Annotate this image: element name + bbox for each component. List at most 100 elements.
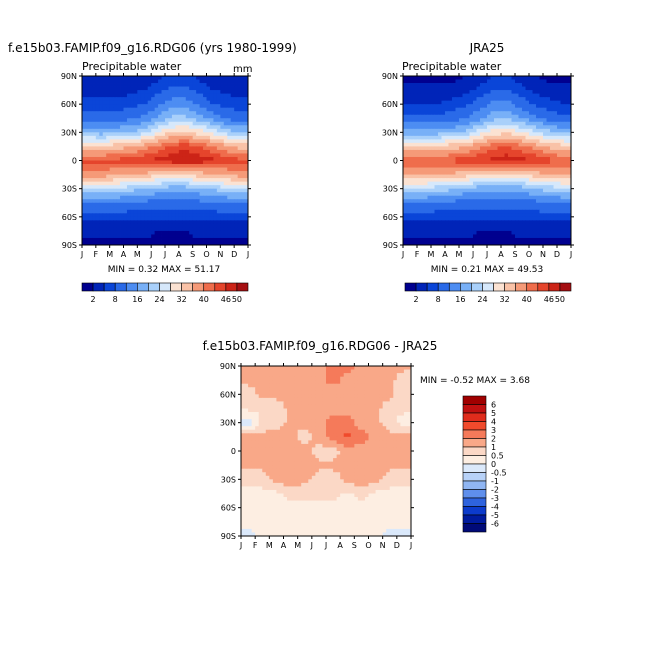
obs-map-cell — [567, 97, 572, 102]
model-map-cell — [196, 79, 200, 84]
model-map-cell — [227, 188, 232, 193]
model-map-cell — [171, 132, 176, 137]
obs-map-cell — [434, 153, 439, 158]
obs-map-cell — [466, 188, 470, 193]
obs-map-cell — [539, 132, 544, 137]
model-map-cell — [154, 93, 159, 98]
obs-map-cell — [508, 209, 512, 214]
obs-map-cell — [536, 107, 540, 112]
obs-map-cell — [560, 192, 565, 197]
obs-map-cell — [473, 128, 477, 133]
obs-map-cell — [403, 125, 407, 130]
obs-map-cell — [438, 121, 442, 126]
obs-map-cell — [483, 125, 488, 130]
obs-map-cell — [518, 195, 523, 200]
obs-map-cell — [560, 93, 565, 98]
obs-map-cell — [550, 178, 554, 183]
obs-map-cell — [441, 114, 446, 119]
model-map-cell — [230, 142, 235, 147]
model-map-cell — [241, 192, 245, 197]
model-map-cell — [88, 167, 93, 172]
model-map-cell — [154, 121, 159, 126]
obs-map-cell — [427, 160, 432, 165]
model-map-cell — [147, 220, 152, 225]
model-map-cell — [92, 220, 97, 225]
obs-map-cell — [536, 202, 540, 207]
model-map-cell — [99, 234, 104, 239]
model-map-cell — [130, 181, 135, 186]
obs-map-cell — [445, 132, 449, 137]
obs-map-cell — [536, 188, 540, 193]
model-map-cell — [123, 114, 128, 119]
obs-map-cell — [438, 241, 442, 246]
model-map-cell — [82, 202, 86, 207]
model-map-cell — [199, 142, 204, 147]
diff-map-cell — [396, 366, 401, 370]
obs-map-cell — [403, 139, 407, 144]
obs-map-cell — [445, 104, 449, 109]
model-map-cell — [175, 160, 180, 165]
obs-map-cell — [515, 213, 519, 218]
obs-map-cell — [441, 216, 446, 221]
obs-map-cell — [448, 107, 453, 112]
obs-map-cell — [427, 202, 432, 207]
model-map-cell — [237, 86, 242, 91]
obs-map-cell — [473, 227, 477, 232]
model-map-cell — [168, 216, 173, 221]
model-colorbar-label: 46 — [221, 295, 231, 304]
obs-map-cell — [413, 76, 418, 80]
obs-map-cell — [501, 139, 505, 144]
obs-map-cell — [504, 142, 509, 147]
obs-map-cell — [410, 223, 414, 228]
obs-map-cell — [431, 209, 435, 214]
model-map-cell — [116, 185, 121, 190]
obs-map-cell — [431, 241, 435, 246]
model-map-cell — [113, 223, 117, 228]
obs-map-cell — [497, 188, 502, 193]
model-map-cell — [109, 195, 114, 200]
model-map-cell — [182, 241, 187, 246]
obs-map-cell — [480, 153, 484, 158]
model-map-cell — [158, 97, 162, 102]
model-map-cell — [116, 209, 121, 214]
model-map-cell — [182, 181, 187, 186]
model-map-cell — [206, 171, 211, 175]
obs-map-cell — [480, 199, 484, 204]
obs-map-cell — [522, 213, 526, 218]
obs-map-cell — [546, 132, 551, 137]
model-map-cell — [106, 164, 111, 168]
obs-map-cell — [494, 149, 498, 154]
model-map-cell — [82, 153, 86, 158]
obs-map-cell — [543, 118, 547, 123]
model-map-cell — [230, 223, 235, 228]
model-map-cell — [130, 164, 135, 168]
obs-map-cell — [417, 202, 421, 207]
obs-colorbar-swatch — [437, 282, 450, 292]
model-map-cell — [120, 156, 124, 161]
obs-map-cell — [448, 230, 453, 235]
model-map-cell — [85, 160, 90, 165]
model-map-cell — [144, 146, 149, 151]
obs-map-cell — [441, 79, 446, 84]
obs-map-cell — [459, 132, 463, 137]
obs-map-cell — [483, 111, 488, 116]
diff-map-cell — [396, 376, 401, 381]
obs-map-cell — [560, 79, 565, 84]
obs-map-cell — [501, 160, 505, 165]
obs-map-cell — [417, 209, 421, 214]
model-map-cell — [147, 202, 152, 207]
model-map-cell — [161, 213, 166, 218]
model-map-cell — [182, 178, 187, 183]
obs-map-cell — [511, 174, 516, 179]
obs-map-cell — [497, 234, 502, 239]
obs-map-cell — [497, 227, 502, 232]
model-map-cell — [92, 79, 97, 84]
obs-map-cell — [438, 181, 442, 186]
obs-map-cell — [501, 206, 505, 211]
model-map-cell — [85, 202, 90, 207]
model-map-cell — [230, 125, 235, 130]
model-map-cell — [216, 167, 221, 172]
obs-map-cell — [511, 241, 516, 246]
obs-map-cell — [410, 139, 414, 144]
obs-map-cell — [518, 206, 523, 211]
